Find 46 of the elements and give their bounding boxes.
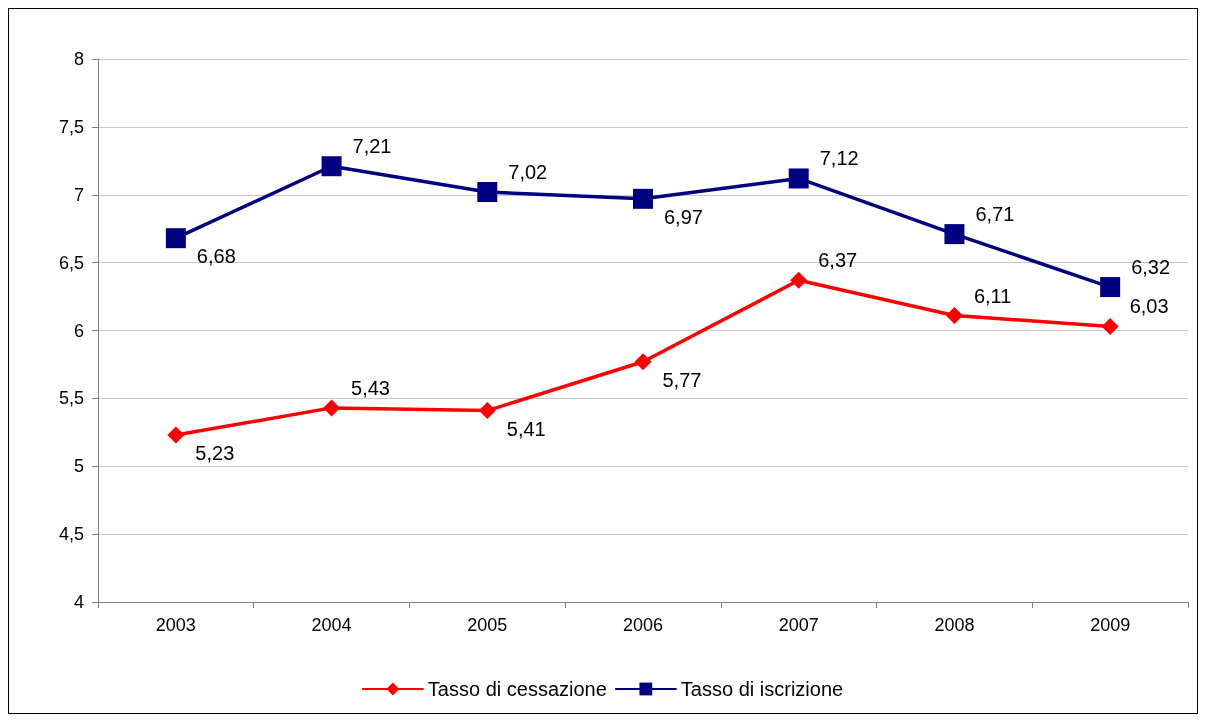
y-tick-label: 6,5	[58, 252, 84, 273]
data-label: 6,11	[973, 284, 1012, 307]
y-tick-label: 6	[73, 320, 84, 341]
point	[323, 399, 341, 417]
point	[478, 402, 496, 420]
y-tick-label: 5	[73, 456, 84, 477]
data-label: 7,02	[508, 161, 548, 184]
x-tick-label: 2003	[155, 615, 196, 635]
x-tick-label: 2008	[934, 615, 975, 635]
x-tick-label: 2009	[1090, 615, 1131, 635]
data-label: 6,37	[818, 249, 858, 272]
point	[633, 188, 653, 209]
point	[165, 228, 186, 249]
y-tick-label: 7,5	[58, 116, 84, 137]
point	[788, 168, 809, 189]
point	[1100, 277, 1121, 298]
x-tick-label: 2005	[467, 615, 508, 635]
y-tick-label: 4	[73, 592, 84, 612]
x-tick-label: 2004	[311, 615, 352, 635]
data-label: 5,77	[662, 368, 702, 391]
data-label: 5,23	[195, 442, 235, 465]
point	[477, 182, 498, 203]
data-label: 6,97	[664, 205, 703, 228]
data-label: 7,12	[819, 147, 859, 170]
point	[944, 224, 965, 245]
point	[945, 307, 963, 325]
y-tick-label: 7	[73, 184, 84, 205]
data-label: 6,71	[975, 203, 1015, 226]
legend-label: Tasso di iscrizione	[680, 678, 844, 700]
y-tick-label: 5,5	[58, 388, 84, 409]
y-tick-label: 8	[73, 49, 84, 69]
point	[1101, 317, 1119, 335]
point	[167, 426, 185, 444]
data-label: 5,41	[506, 417, 546, 440]
x-tick-label: 2007	[778, 615, 819, 635]
data-label: 6,68	[196, 245, 236, 268]
point	[634, 353, 652, 371]
x-tick-label: 2006	[622, 615, 664, 635]
y-tick-label: 4,5	[58, 524, 84, 545]
data-label: 6,32	[1131, 256, 1171, 279]
data-label: 5,43	[351, 376, 391, 399]
point	[321, 156, 342, 177]
data-label: 7,21	[352, 135, 392, 158]
data-label: 6,03	[1129, 295, 1169, 318]
legend-label: Tasso di cessazione	[427, 678, 607, 700]
point	[790, 271, 808, 289]
